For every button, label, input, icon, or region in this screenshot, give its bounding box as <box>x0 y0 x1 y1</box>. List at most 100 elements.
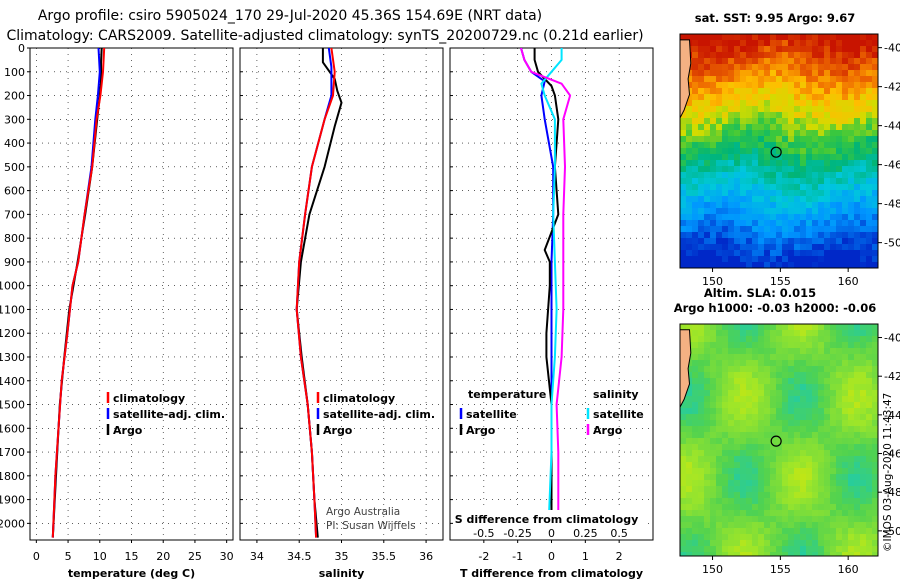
map-cell <box>800 58 807 65</box>
map-cell <box>734 118 741 125</box>
map-cell <box>680 196 687 203</box>
map-cell <box>728 70 735 77</box>
map-cell <box>728 238 735 245</box>
map-cell <box>704 528 711 535</box>
map-cell <box>854 64 861 71</box>
map-cell <box>854 516 861 523</box>
map-cell <box>722 498 729 505</box>
map-cell <box>758 46 765 53</box>
map-cell <box>866 486 873 493</box>
map-cell <box>830 540 837 547</box>
map-cell <box>770 516 777 523</box>
map-cell <box>854 250 861 257</box>
map-cell <box>800 438 807 445</box>
map-cell <box>734 166 741 173</box>
map-cell <box>740 220 747 227</box>
map-cell <box>728 528 735 535</box>
map-cell <box>686 414 693 421</box>
map-cell <box>872 136 878 143</box>
map-cell <box>806 46 813 53</box>
x-tick-label: 34.5 <box>287 550 312 563</box>
map-cell <box>710 366 717 373</box>
map-cell <box>740 196 747 203</box>
map-cell <box>770 456 777 463</box>
map-cell <box>710 202 717 209</box>
map-cell <box>752 360 759 367</box>
map-cell <box>848 40 855 47</box>
map-cell <box>818 354 825 361</box>
map-cell <box>788 262 795 268</box>
map-cell <box>818 384 825 391</box>
map-cell <box>752 546 759 553</box>
map-cell <box>800 256 807 263</box>
map-cell <box>722 534 729 541</box>
map-cell <box>788 480 795 487</box>
map-cell <box>800 88 807 95</box>
map-cell <box>734 456 741 463</box>
map-cell <box>740 396 747 403</box>
map-cell <box>728 348 735 355</box>
map-cell <box>818 142 825 149</box>
map-cell <box>740 408 747 415</box>
map-cell <box>758 522 765 529</box>
map-cell <box>734 414 741 421</box>
map-cell <box>728 172 735 179</box>
y-tick-label: 1200 <box>0 327 25 340</box>
map-cell <box>860 178 867 185</box>
map-cell <box>758 178 765 185</box>
map-cell <box>746 142 753 149</box>
map-cell <box>752 34 759 41</box>
map-cell <box>710 444 717 451</box>
map-cell <box>824 504 831 511</box>
map-cell <box>728 378 735 385</box>
y-tick-label: 600 <box>4 185 25 198</box>
map-cell <box>722 262 729 268</box>
map-cell <box>722 64 729 71</box>
map-cell <box>812 360 819 367</box>
map-cell <box>854 196 861 203</box>
map-cell <box>800 360 807 367</box>
map-cell <box>764 456 771 463</box>
map-cell <box>782 100 789 107</box>
map-cell <box>800 208 807 215</box>
map-cell <box>746 468 753 475</box>
map-cell <box>752 100 759 107</box>
map-cell <box>782 528 789 535</box>
map-cell <box>680 510 687 517</box>
map-cell <box>776 462 783 469</box>
map-cell <box>854 408 861 415</box>
map-cell <box>680 414 687 421</box>
map-cell <box>800 70 807 77</box>
map-cell <box>800 64 807 71</box>
map-cell <box>860 256 867 263</box>
map-cell <box>812 226 819 233</box>
map-cell <box>752 324 759 331</box>
map-cell <box>740 112 747 119</box>
map-cell <box>842 492 849 499</box>
map-cell <box>752 522 759 529</box>
map-cell <box>746 552 753 556</box>
map-cell <box>842 184 849 191</box>
map-cell <box>812 372 819 379</box>
map-cell <box>686 510 693 517</box>
map-cell <box>866 76 873 83</box>
map-cell <box>824 474 831 481</box>
map-cell <box>794 250 801 257</box>
map-cell <box>860 214 867 221</box>
map-cell <box>692 414 699 421</box>
map-cell <box>698 196 705 203</box>
map-cell <box>782 402 789 409</box>
map-cell <box>704 498 711 505</box>
map-cell <box>710 238 717 245</box>
map-cell <box>686 396 693 403</box>
map-cell <box>758 76 765 83</box>
map-cell <box>818 220 825 227</box>
map-cell <box>794 516 801 523</box>
map-cell <box>836 226 843 233</box>
map-cell <box>776 250 783 257</box>
map-cell <box>782 220 789 227</box>
map-cell <box>710 432 717 439</box>
map-cell <box>806 360 813 367</box>
map-cell <box>716 504 723 511</box>
map-cell <box>764 148 771 155</box>
